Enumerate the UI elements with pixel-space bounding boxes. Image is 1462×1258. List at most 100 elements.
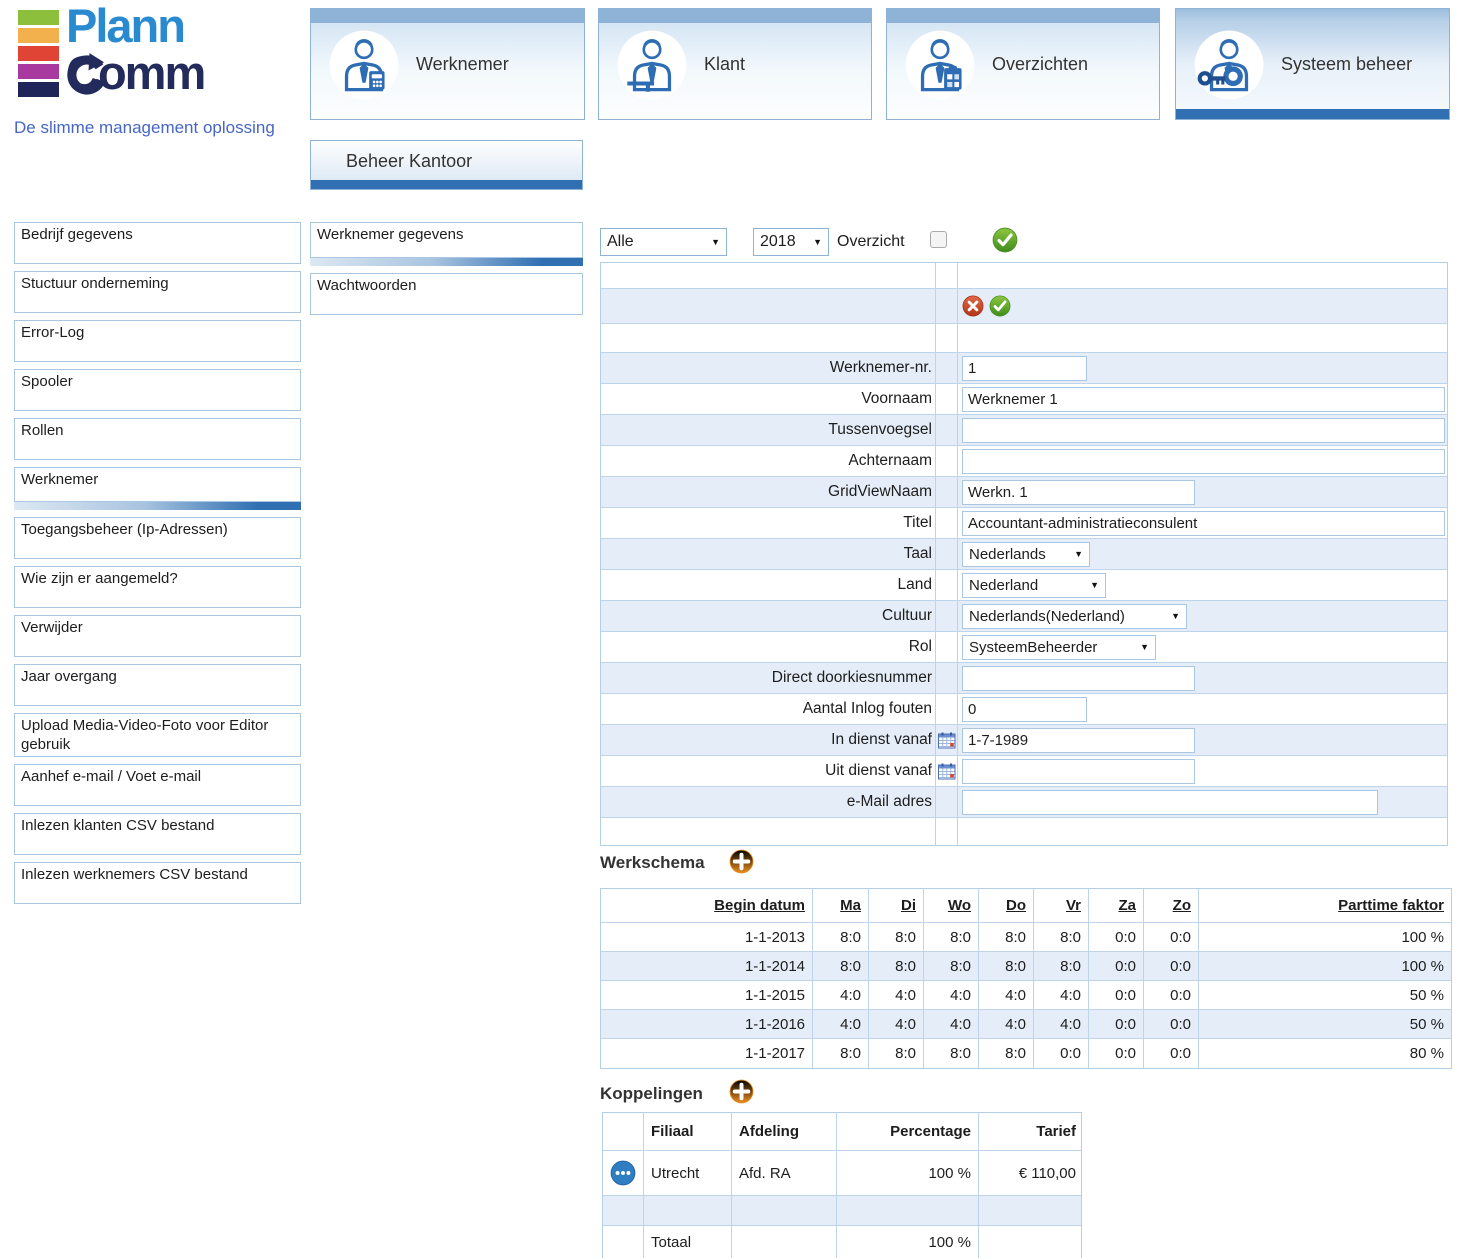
field-label: e-Mail adres [846,793,932,810]
werkschema-row: 1-1-2016 4:0 4:0 4:0 4:0 4:0 0:0 0:0 50 % [601,1010,1451,1039]
overzicht-checkbox[interactable] [930,231,947,248]
save-button[interactable] [989,295,1011,317]
werkschema-header-cell: Vr [1033,889,1088,922]
cancel-button[interactable] [962,295,984,317]
koppelingen-header-cell: Filiaal [643,1113,731,1150]
achternaam-input[interactable] [962,448,1445,474]
gridviewnaam-input[interactable] [962,479,1195,505]
werkschema-cell: 4:0 [1033,981,1088,1009]
voornaam-input[interactable] [962,386,1445,412]
sort-parttime-faktor[interactable]: Parttime faktor [1338,897,1444,914]
werkschema-cell: 8:0 [812,1039,868,1068]
sort-wo[interactable]: Wo [947,897,971,914]
koppeling-cell: Utrecht [643,1151,731,1195]
chevron-down-icon: ▼ [711,237,720,247]
select-value: Nederlands [969,545,1046,563]
sidebar-item-spooler[interactable]: Spooler [14,369,301,411]
werkschema-cell: 0:0 [1088,923,1143,951]
tab-overzichten[interactable]: Overzichten [886,8,1160,120]
sort-begin-datum[interactable]: Begin datum [714,897,805,914]
aantal-inlog-fouten-input[interactable] [962,696,1087,722]
sidebar-item-stuctuur-onderneming[interactable]: Stuctuur onderneming [14,271,301,313]
land-select[interactable]: Nederland ▼ [962,572,1106,598]
titel-input[interactable] [962,510,1445,536]
werkschema-cell: 0:0 [1143,1039,1198,1068]
calendar-icon[interactable] [937,763,956,780]
form-row: Land Nederland ▼ [601,570,1447,601]
koppeling-row: Utrecht Afd. RA 100 % € 110,00 [603,1151,1081,1196]
add-werkschema-button[interactable] [729,849,754,874]
sidebar-item-werknemer[interactable]: Werknemer [14,467,301,502]
tussenvoegsel-input[interactable] [962,417,1445,443]
sort-ma[interactable]: Ma [840,897,861,914]
sidebar-item-jaar-overgang[interactable]: Jaar overgang [14,664,301,706]
form-row [601,289,1447,324]
tab-klant[interactable]: Klant [598,8,872,120]
werkschema-cell: 0:0 [1033,1039,1088,1068]
sidebar-item-inlezen-klanten-csv-bestand[interactable]: Inlezen klanten CSV bestand [14,813,301,855]
sort-za[interactable]: Za [1118,897,1136,914]
calendar-icon[interactable] [937,732,956,749]
sidebar-item-error-log[interactable]: Error-Log [14,320,301,362]
employee-filter-select[interactable]: Alle ▼ [600,228,727,256]
field-value-cell [958,295,1447,317]
sidebar-item-wie-zijn-er-aangemeld[interactable]: Wie zijn er aangemeld? [14,566,301,608]
taal-select[interactable]: Nederlands ▼ [962,541,1090,567]
logo-title-top: Plann [66,0,186,52]
werkschema-cell: 1-1-2015 [744,986,805,1004]
field-value-cell [958,727,1447,753]
werkschema-cell: 0:0 [1088,1039,1143,1068]
field-gutter [935,477,958,507]
in-dienst-vanaf-input[interactable] [962,727,1195,753]
werknemer-nr-input[interactable] [962,355,1087,381]
field-gutter [935,446,958,476]
werkschema-title: Werkschema [600,853,705,872]
empty-cell [643,1196,731,1225]
sidebar-item-verwijder[interactable]: Verwijder [14,615,301,657]
field-gutter [935,694,958,724]
sort-di[interactable]: Di [901,897,916,914]
werkschema-header-cell: Di [868,889,923,922]
sort-do[interactable]: Do [1006,897,1026,914]
cultuur-select[interactable]: Nederlands(Nederland) ▼ [962,603,1187,629]
tab-systeem-beheer[interactable]: Systeem beheer [1175,8,1450,120]
sidebar-item-aanhef-e-mail-voet-e-mail[interactable]: Aanhef e-mail / Voet e-mail [14,764,301,806]
tab-label: Werknemer [416,53,509,74]
tab-werknemer[interactable]: Werknemer [310,8,585,120]
field-label: Uit dienst vanaf [825,762,932,779]
field-label: Direct doorkiesnummer [771,669,932,686]
sidebar-item-toegangsbeheer-ip-adressen[interactable]: Toegangsbeheer (Ip-Adressen) [14,517,301,559]
logo-bar-4 [18,82,59,97]
subnav-item-werknemer-gegevens[interactable]: Werknemer gegevens [310,222,583,258]
chevron-down-icon: ▼ [1171,611,1180,621]
sidebar-item-inlezen-werknemers-csv-bestand[interactable]: Inlezen werknemers CSV bestand [14,862,301,904]
total-cell: 100 % [836,1226,978,1258]
uit-dienst-vanaf-input[interactable] [962,758,1195,784]
rol-select[interactable]: SysteemBeheerder ▼ [962,634,1156,660]
tab-beheer-kantoor[interactable]: Beheer Kantoor [310,140,583,190]
year-select[interactable]: 2018 ▼ [753,228,829,256]
add-koppeling-button[interactable] [729,1079,754,1104]
e-mail-adres-input[interactable] [962,789,1378,815]
sidebar-item-rollen[interactable]: Rollen [14,418,301,460]
row-options-button[interactable] [610,1160,636,1186]
field-value-cell [958,758,1447,784]
werkschema-table: Begin datum Ma Di Wo Do Vr Za Zo Parttime faktor… [600,888,1452,1069]
field-label: Land [897,576,932,593]
field-label: Achternaam [848,452,932,469]
total-cell [603,1226,643,1258]
sidebar-item-bedrijf-gegevens[interactable]: Bedrijf gegevens [14,222,301,264]
select-value: Nederland [969,576,1039,594]
sort-zo[interactable]: Zo [1172,897,1191,914]
werkschema-header-cell: Zo [1143,889,1198,922]
werkschema-header-cell: Za [1088,889,1143,922]
sidebar-item-upload-media-video-foto-voor-editor-gebruik[interactable]: Upload Media-Video-Foto voor Editor gebr… [14,713,301,757]
apply-filter-button[interactable] [992,227,1018,253]
werkschema-cell: 4:0 [812,981,868,1009]
subnav-item-wachtwoorden[interactable]: Wachtwoorden [310,273,583,315]
sort-vr[interactable]: Vr [1065,897,1081,914]
empty-cell [731,1196,836,1225]
direct-doorkiesnummer-input[interactable] [962,665,1195,691]
werkschema-cell: 4:0 [868,981,923,1009]
field-gutter [935,324,958,352]
